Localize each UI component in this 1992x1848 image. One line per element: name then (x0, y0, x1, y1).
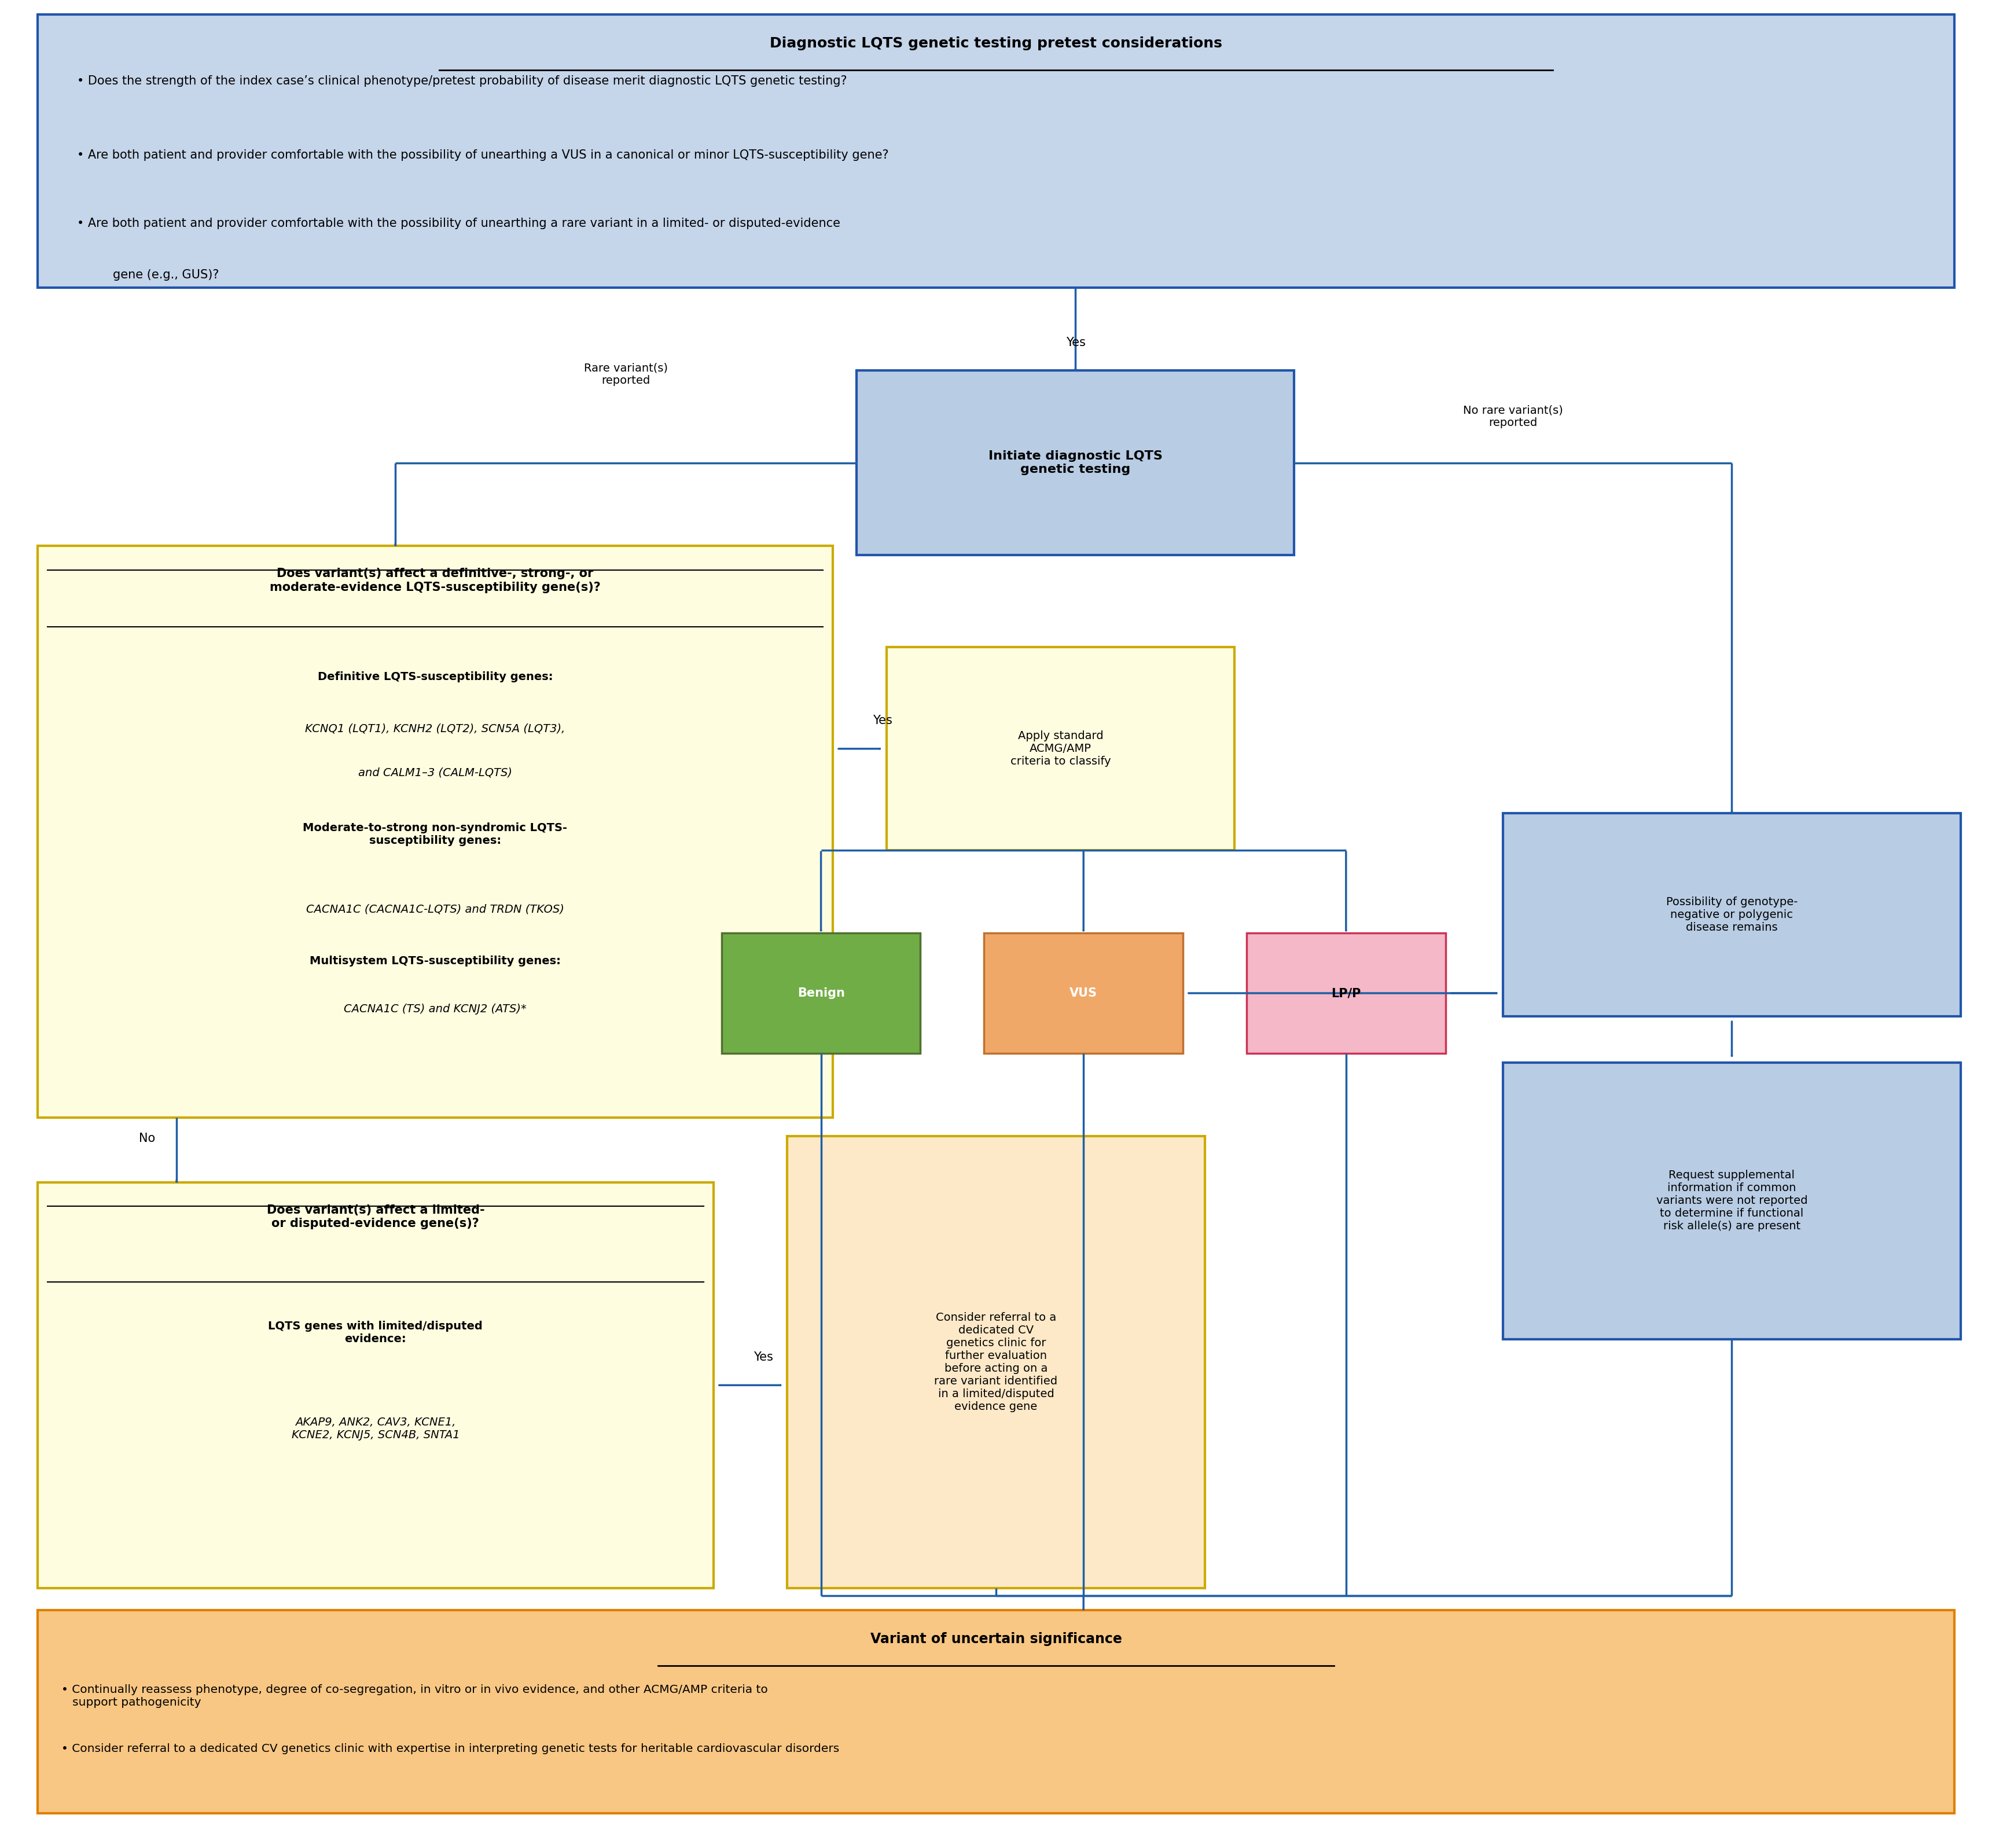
Text: VUS: VUS (1070, 987, 1098, 1000)
FancyBboxPatch shape (721, 933, 920, 1053)
Text: gene (e.g., GUS)?: gene (e.g., GUS)? (114, 270, 219, 281)
FancyBboxPatch shape (857, 371, 1295, 554)
Text: KCNQ1 (LQT1), KCNH2 (LQT2), SCN5A (LQT3),: KCNQ1 (LQT1), KCNH2 (LQT2), SCN5A (LQT3)… (305, 723, 566, 734)
Text: Possibility of genotype-
negative or polygenic
disease remains: Possibility of genotype- negative or pol… (1665, 896, 1797, 933)
Text: • Continually reassess phenotype, degree of co-segregation, in vitro or in vivo : • Continually reassess phenotype, degree… (62, 1684, 767, 1708)
Text: Apply standard
ACMG/AMP
criteria to classify: Apply standard ACMG/AMP criteria to clas… (1010, 730, 1112, 767)
FancyBboxPatch shape (1247, 933, 1446, 1053)
Text: Definitive LQTS-susceptibility genes:: Definitive LQTS-susceptibility genes: (317, 671, 554, 682)
Text: Does variant(s) affect a definitive-, strong-, or
moderate-evidence LQTS-suscept: Does variant(s) affect a definitive-, st… (269, 567, 602, 593)
Text: AKAP9, ANK2, CAV3, KCNE1,
KCNE2, KCNJ5, SCN4B, SNTA1: AKAP9, ANK2, CAV3, KCNE1, KCNE2, KCNJ5, … (291, 1417, 460, 1440)
FancyBboxPatch shape (38, 545, 833, 1118)
Text: Diagnostic LQTS genetic testing pretest considerations: Diagnostic LQTS genetic testing pretest … (769, 37, 1223, 50)
Text: • Does the strength of the index case’s clinical phenotype/pretest probability o: • Does the strength of the index case’s … (78, 76, 847, 87)
Text: Initiate diagnostic LQTS
genetic testing: Initiate diagnostic LQTS genetic testing (988, 451, 1163, 475)
Text: Moderate-to-strong non-syndromic LQTS-
susceptibility genes:: Moderate-to-strong non-syndromic LQTS- s… (303, 822, 568, 846)
Text: Benign: Benign (797, 987, 845, 1000)
Text: CACNA1C (CACNA1C-LQTS) and TRDN (TKOS): CACNA1C (CACNA1C-LQTS) and TRDN (TKOS) (307, 904, 564, 915)
FancyBboxPatch shape (38, 1610, 1954, 1813)
Text: No: No (139, 1133, 155, 1144)
Text: Variant of uncertain significance: Variant of uncertain significance (871, 1632, 1121, 1647)
FancyBboxPatch shape (1504, 1063, 1960, 1340)
Text: Yes: Yes (1066, 336, 1086, 349)
Text: Rare variant(s)
reported: Rare variant(s) reported (584, 362, 667, 386)
Text: CACNA1C (TS) and KCNJ2 (ATS)*: CACNA1C (TS) and KCNJ2 (ATS)* (345, 1003, 526, 1015)
FancyBboxPatch shape (38, 1183, 713, 1587)
Text: Multisystem LQTS-susceptibility genes:: Multisystem LQTS-susceptibility genes: (309, 955, 560, 967)
Text: LP/P: LP/P (1331, 987, 1361, 1000)
FancyBboxPatch shape (1504, 813, 1960, 1016)
Text: Does variant(s) affect a limited-
or disputed-evidence gene(s)?: Does variant(s) affect a limited- or dis… (267, 1205, 484, 1229)
FancyBboxPatch shape (886, 647, 1235, 850)
Text: • Are both patient and provider comfortable with the possibility of unearthing a: • Are both patient and provider comforta… (78, 150, 888, 161)
Text: and CALM1–3 (CALM-LQTS): and CALM1–3 (CALM-LQTS) (359, 767, 512, 778)
Text: Request supplemental
information if common
variants were not reported
to determi: Request supplemental information if comm… (1655, 1170, 1807, 1231)
Text: LQTS genes with limited/disputed
evidence:: LQTS genes with limited/disputed evidenc… (269, 1321, 482, 1343)
Text: No rare variant(s)
reported: No rare variant(s) reported (1462, 405, 1564, 429)
FancyBboxPatch shape (38, 15, 1954, 288)
Text: Consider referral to a
dedicated CV
genetics clinic for
further evaluation
befor: Consider referral to a dedicated CV gene… (934, 1312, 1058, 1412)
Text: Yes: Yes (872, 715, 892, 726)
FancyBboxPatch shape (984, 933, 1183, 1053)
Text: • Are both patient and provider comfortable with the possibility of unearthing a: • Are both patient and provider comforta… (78, 218, 841, 229)
Text: Yes: Yes (753, 1351, 773, 1364)
Text: • Consider referral to a dedicated CV genetics clinic with expertise in interpre: • Consider referral to a dedicated CV ge… (62, 1743, 839, 1754)
FancyBboxPatch shape (787, 1137, 1205, 1587)
